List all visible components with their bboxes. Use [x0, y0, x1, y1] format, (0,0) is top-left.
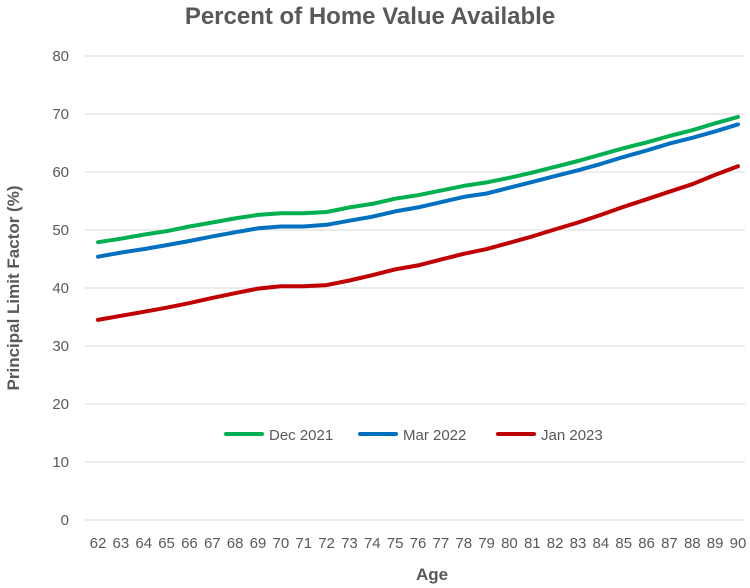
legend-label: Jan 2023 [541, 427, 603, 444]
y-axis-title: Principal Limit Factor (%) [4, 186, 23, 391]
x-tick-label: 84 [593, 535, 610, 552]
chart-title: Percent of Home Value Available [185, 3, 555, 30]
x-tick-label: 82 [547, 535, 564, 552]
x-tick-label: 79 [478, 535, 495, 552]
x-tick-label: 63 [113, 535, 130, 552]
y-tick-label: 50 [52, 222, 69, 239]
x-tick-label: 65 [158, 535, 175, 552]
x-tick-label: 81 [524, 535, 541, 552]
x-tick-label: 86 [638, 535, 655, 552]
x-tick-label: 76 [410, 535, 427, 552]
x-tick-label: 69 [250, 535, 267, 552]
x-tick-label: 67 [204, 535, 221, 552]
y-axis-ticks: 0 10 20 30 40 50 60 70 80 [52, 48, 69, 529]
y-tick-label: 80 [52, 48, 69, 65]
x-tick-label: 77 [433, 535, 450, 552]
x-tick-label: 71 [295, 535, 312, 552]
legend-label: Mar 2022 [403, 427, 466, 444]
series-line-mar-2022 [96, 122, 740, 259]
x-tick-label: 88 [684, 535, 701, 552]
y-tick-label: 10 [52, 454, 69, 471]
gridlines [85, 55, 745, 521]
y-tick-label: 60 [52, 164, 69, 181]
x-tick-label: 73 [341, 535, 358, 552]
y-tick-label: 20 [52, 396, 69, 413]
x-tick-label: 83 [570, 535, 587, 552]
x-tick-label: 87 [661, 535, 678, 552]
x-tick-label: 74 [364, 535, 381, 552]
x-tick-label: 90 [730, 535, 747, 552]
series-line-dec-2021 [96, 114, 740, 245]
x-tick-label: 78 [455, 535, 472, 552]
legend-label: Dec 2021 [269, 427, 333, 444]
x-axis-title: Age [416, 565, 448, 584]
legend: Dec 2021 Mar 2022 Jan 2023 [224, 427, 603, 444]
series-line-jan-2023 [96, 164, 740, 322]
x-tick-label: 62 [90, 535, 107, 552]
x-tick-label: 80 [501, 535, 518, 552]
x-tick-label: 72 [318, 535, 335, 552]
x-tick-label: 75 [387, 535, 404, 552]
y-tick-label: 70 [52, 106, 69, 123]
y-tick-label: 40 [52, 280, 69, 297]
x-tick-label: 70 [273, 535, 290, 552]
series-lines [96, 114, 740, 322]
x-tick-label: 66 [181, 535, 198, 552]
x-tick-label: 85 [615, 535, 632, 552]
y-tick-label: 0 [61, 512, 69, 529]
x-axis-ticks: 62 63 64 65 66 67 68 69 70 71 72 73 74 75 76 77 78 79 80 81… [90, 535, 747, 552]
x-tick-label: 64 [135, 535, 152, 552]
x-tick-label: 89 [707, 535, 724, 552]
y-tick-label: 30 [52, 338, 69, 355]
x-tick-label: 68 [227, 535, 244, 552]
